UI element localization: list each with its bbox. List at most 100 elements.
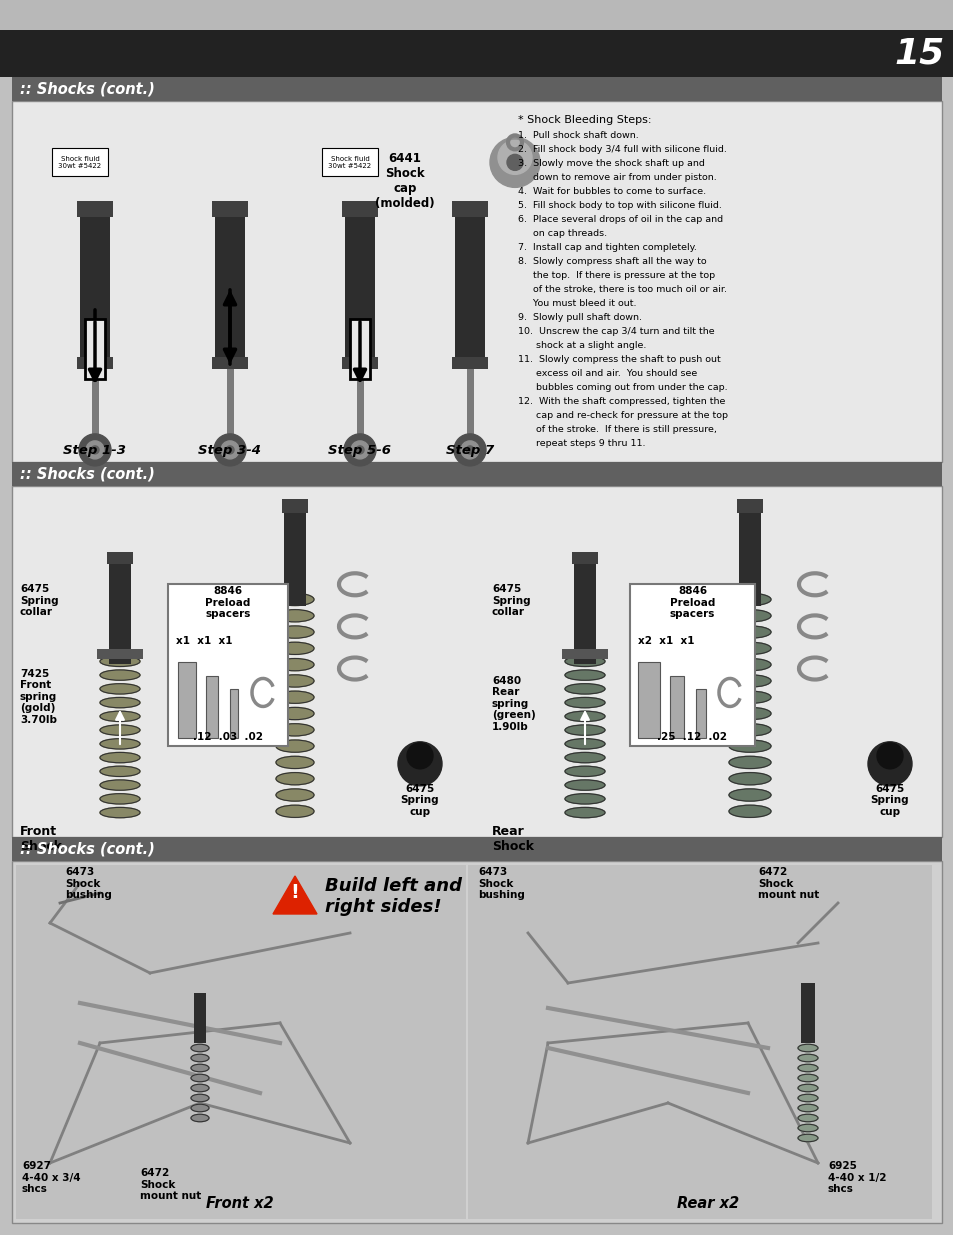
Ellipse shape <box>191 1055 209 1062</box>
Ellipse shape <box>275 740 314 752</box>
Text: 6927
4-40 x 3/4
shcs: 6927 4-40 x 3/4 shcs <box>22 1161 81 1194</box>
Ellipse shape <box>564 794 604 804</box>
Text: repeat steps 9 thru 11.: repeat steps 9 thru 11. <box>517 438 645 448</box>
Text: 2.  Fill shock body 3/4 full with silicone fluid.: 2. Fill shock body 3/4 full with silicon… <box>517 144 726 154</box>
Ellipse shape <box>100 656 140 667</box>
Ellipse shape <box>100 752 140 763</box>
Text: 11.  Slowly compress the shaft to push out: 11. Slowly compress the shaft to push ou… <box>517 354 720 364</box>
Text: Step 7: Step 7 <box>445 445 494 457</box>
Ellipse shape <box>797 1104 817 1112</box>
Ellipse shape <box>564 781 604 790</box>
Text: excess oil and air.  You should see: excess oil and air. You should see <box>517 369 697 378</box>
Text: of the stroke.  If there is still pressure,: of the stroke. If there is still pressur… <box>517 425 716 433</box>
Ellipse shape <box>275 593 314 605</box>
Bar <box>638 662 659 737</box>
Text: of the stroke, there is too much oil or air.: of the stroke, there is too much oil or … <box>517 285 726 294</box>
Polygon shape <box>273 876 316 914</box>
Text: * Shock Bleeding Steps:: * Shock Bleeding Steps: <box>517 115 651 125</box>
Bar <box>350 319 370 379</box>
Bar <box>0 30 953 77</box>
Bar <box>91 369 99 433</box>
Text: 6475
Spring
collar: 6475 Spring collar <box>20 584 58 618</box>
Ellipse shape <box>191 1045 209 1052</box>
Circle shape <box>213 433 246 466</box>
Ellipse shape <box>564 656 604 667</box>
Bar <box>230 689 237 737</box>
Text: .12  .03  .02: .12 .03 .02 <box>193 732 263 742</box>
Ellipse shape <box>728 789 770 802</box>
Text: Build left and
right sides!: Build left and right sides! <box>325 877 461 916</box>
Text: 6480
Rear
spring
(green)
1.90lb: 6480 Rear spring (green) 1.90lb <box>492 676 536 732</box>
Ellipse shape <box>728 756 770 768</box>
Ellipse shape <box>275 708 314 720</box>
Ellipse shape <box>728 674 770 687</box>
Text: x1  x1  x1: x1 x1 x1 <box>175 636 233 646</box>
Text: 6475
Spring
cup: 6475 Spring cup <box>870 784 908 818</box>
Ellipse shape <box>728 692 770 704</box>
Text: 6475
Spring
collar: 6475 Spring collar <box>492 584 530 618</box>
Ellipse shape <box>100 739 140 748</box>
Circle shape <box>465 446 474 454</box>
Text: Front
Shock: Front Shock <box>20 825 62 853</box>
Ellipse shape <box>275 658 314 671</box>
Bar <box>696 689 705 737</box>
Bar <box>206 677 218 737</box>
Bar <box>455 209 484 361</box>
Ellipse shape <box>275 724 314 736</box>
Ellipse shape <box>728 593 770 605</box>
Text: 6472
Shock
mount nut: 6472 Shock mount nut <box>140 1168 201 1202</box>
Ellipse shape <box>564 684 604 694</box>
Ellipse shape <box>191 1114 209 1121</box>
Text: Step 5-6: Step 5-6 <box>328 445 391 457</box>
Bar <box>452 201 488 217</box>
Text: 8846
Preload
spacers: 8846 Preload spacers <box>205 587 251 620</box>
Bar <box>467 369 474 433</box>
Bar <box>12 837 941 861</box>
Ellipse shape <box>728 642 770 655</box>
Bar <box>345 209 375 361</box>
Circle shape <box>506 154 522 170</box>
Bar <box>341 357 377 369</box>
Bar <box>322 148 377 175</box>
Text: 10.  Unscrew the cap 3/4 turn and tilt the: 10. Unscrew the cap 3/4 turn and tilt th… <box>517 327 714 336</box>
Bar <box>801 983 814 1044</box>
Ellipse shape <box>728 805 770 818</box>
Ellipse shape <box>100 725 140 735</box>
Ellipse shape <box>275 773 314 784</box>
Bar <box>282 499 308 513</box>
Circle shape <box>454 433 485 466</box>
Ellipse shape <box>797 1065 817 1072</box>
Ellipse shape <box>100 684 140 694</box>
Text: cap and re-check for pressure at the top: cap and re-check for pressure at the top <box>517 411 727 420</box>
Ellipse shape <box>275 805 314 818</box>
Ellipse shape <box>564 698 604 708</box>
Text: !: ! <box>291 883 299 903</box>
Ellipse shape <box>275 692 314 704</box>
Bar <box>193 993 206 1044</box>
Ellipse shape <box>100 766 140 777</box>
Circle shape <box>344 433 375 466</box>
Circle shape <box>221 441 239 459</box>
Bar <box>739 508 760 606</box>
Circle shape <box>460 441 478 459</box>
Ellipse shape <box>275 756 314 768</box>
Bar <box>468 864 931 1219</box>
Ellipse shape <box>564 669 604 680</box>
Bar <box>97 650 143 659</box>
Text: :: Shocks (cont.): :: Shocks (cont.) <box>20 82 154 96</box>
Bar <box>212 357 248 369</box>
Text: 6475
Spring
cup: 6475 Spring cup <box>400 784 438 818</box>
Text: Front x2: Front x2 <box>206 1195 274 1212</box>
Bar <box>214 209 245 361</box>
Text: 7425
Front
spring
(gold)
3.70lb: 7425 Front spring (gold) 3.70lb <box>20 668 57 725</box>
Bar <box>212 201 248 217</box>
Ellipse shape <box>275 610 314 622</box>
Text: 3.  Slowly move the shock shaft up and: 3. Slowly move the shock shaft up and <box>517 159 704 168</box>
Text: 6441
Shock
cap
(molded): 6441 Shock cap (molded) <box>375 152 435 210</box>
Ellipse shape <box>797 1124 817 1131</box>
Ellipse shape <box>797 1084 817 1092</box>
Bar <box>12 462 941 487</box>
Bar <box>572 552 598 564</box>
Ellipse shape <box>275 626 314 638</box>
Bar <box>77 201 112 217</box>
